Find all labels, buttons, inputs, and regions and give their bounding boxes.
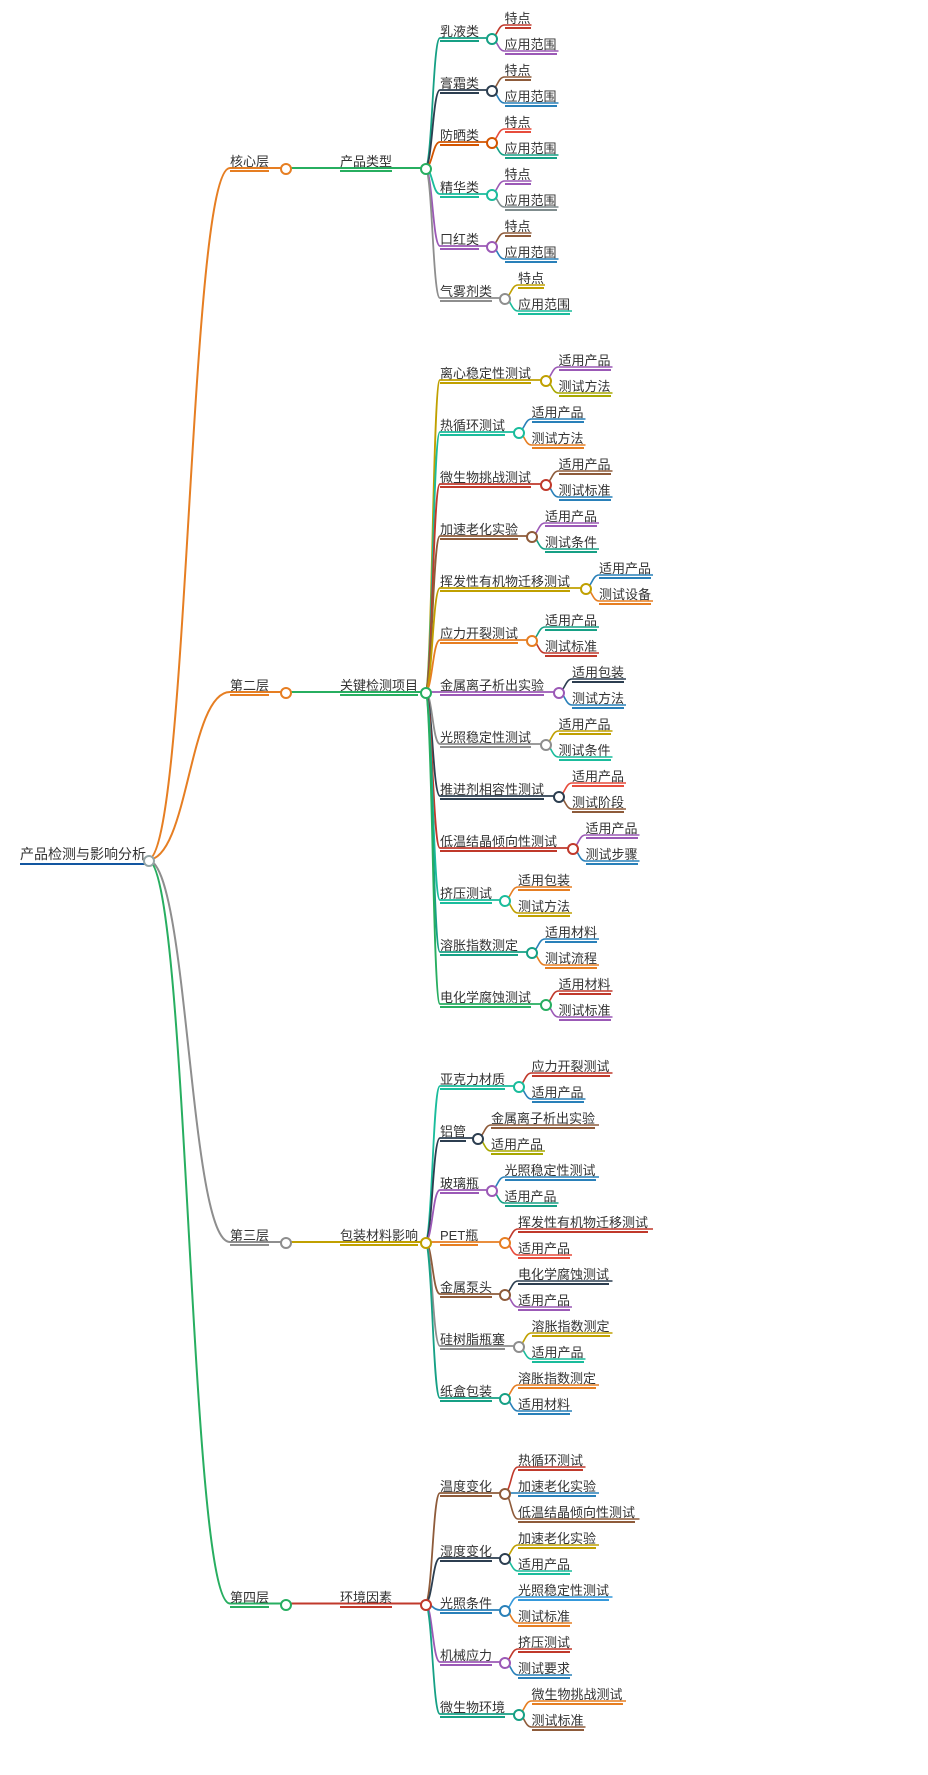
edges-layer — [0, 0, 928, 1775]
mindmap-container: 产品检测与影响分析核心层产品类型乳液类特点应用范围膏霜类特点应用范围防晒类特点应… — [0, 0, 928, 1775]
